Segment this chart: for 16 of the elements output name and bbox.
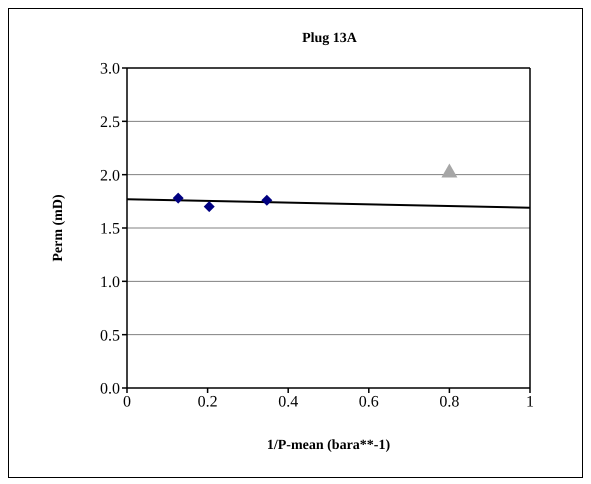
- y-tick-label: 1.0: [100, 274, 120, 292]
- chart-title: Plug 13A: [301, 31, 358, 47]
- y-tick-label: 3.0: [100, 60, 120, 78]
- y-tick-label: 1.5: [100, 220, 120, 238]
- y-tick-label: 0.5: [100, 327, 120, 344]
- x-axis-title: 1/P-mean (bara**-1): [266, 438, 390, 453]
- x-tick-label: 0.8: [439, 393, 460, 410]
- x-tick-label: 0.2: [198, 393, 218, 410]
- y-axis-title: Perm (mD): [50, 194, 66, 262]
- x-tick-label: 0.4: [278, 393, 298, 410]
- x-tick-label: 0: [123, 393, 131, 410]
- x-tick-label: 0.6: [358, 393, 379, 410]
- x-tick-label: 1: [526, 393, 534, 410]
- y-tick-label: 0.0: [100, 380, 120, 398]
- y-tick-label: 2.5: [100, 114, 120, 132]
- y-tick-label: 2.0: [100, 167, 120, 184]
